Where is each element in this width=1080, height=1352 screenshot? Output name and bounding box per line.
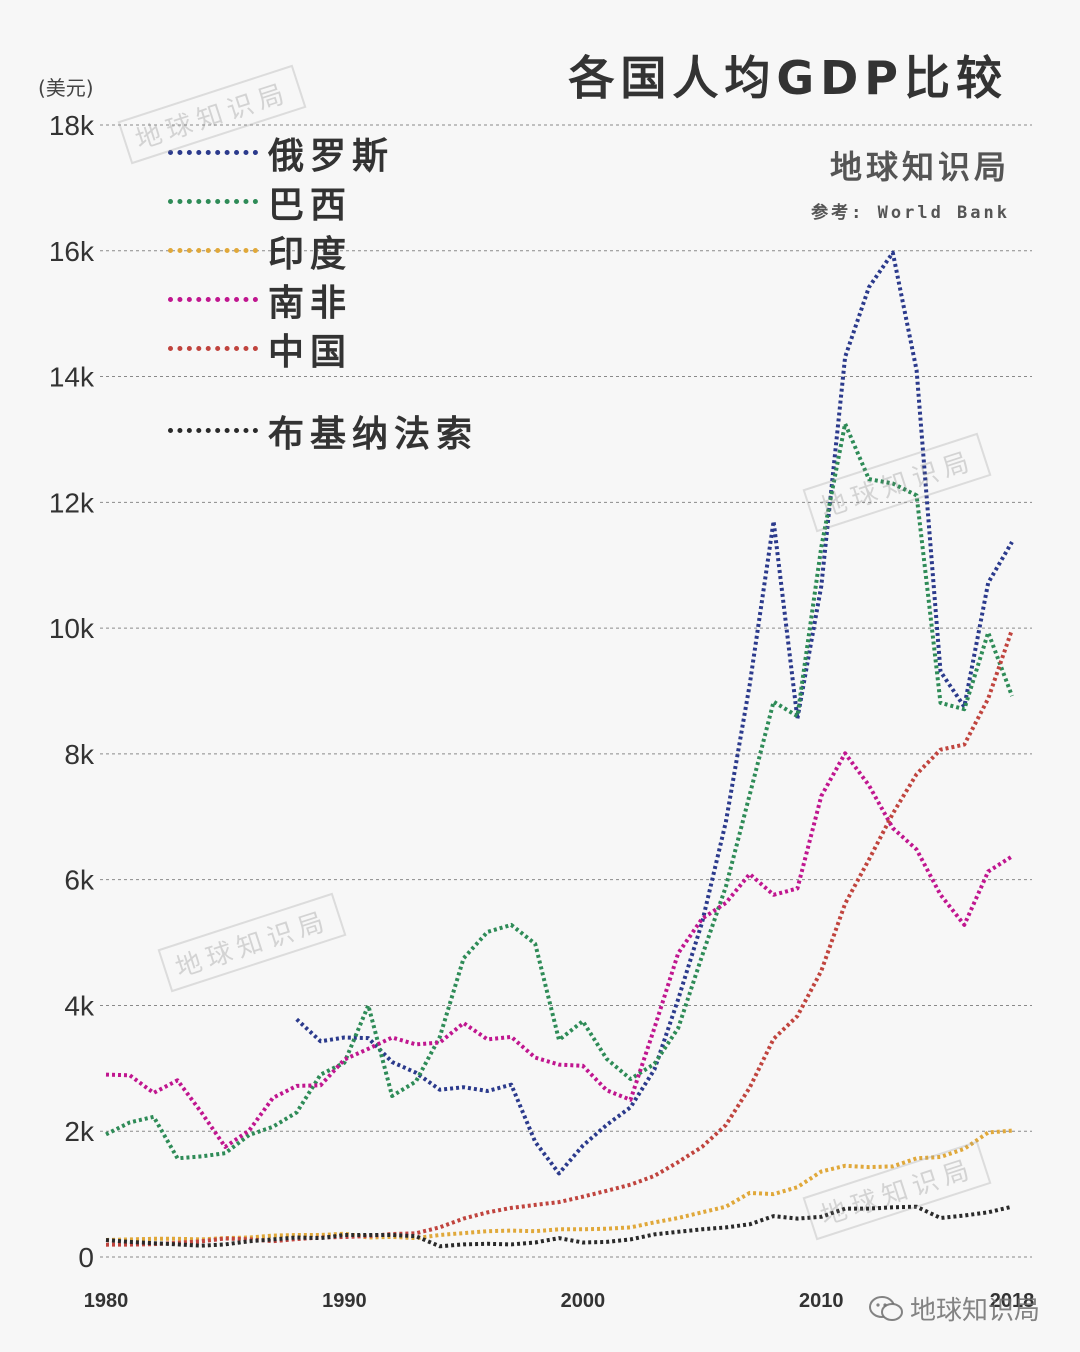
y-tick-label: 4k xyxy=(64,990,95,1021)
footer-brand: 地球知识局 xyxy=(868,1290,1040,1327)
x-tick-label: 2010 xyxy=(799,1290,844,1312)
chart-title: 各国人均GDP比较 xyxy=(568,51,1008,105)
x-tick-label: 2000 xyxy=(561,1290,606,1312)
legend-label: 印度 xyxy=(268,233,353,275)
legend-swatch xyxy=(168,428,258,433)
legend-item-russia: 俄罗斯 xyxy=(168,128,478,177)
brand-name: 地球知识局 xyxy=(829,148,1010,186)
y-tick-label: 18k xyxy=(49,110,95,141)
legend-item-brazil: 巴西 xyxy=(168,177,478,226)
x-tick-label: 1980 xyxy=(84,1290,129,1312)
y-tick-label: 2k xyxy=(64,1116,95,1147)
legend-swatch xyxy=(168,248,258,253)
legend-label: 俄罗斯 xyxy=(268,135,395,177)
wechat-icon xyxy=(868,1295,903,1321)
y-tick-label: 16k xyxy=(49,236,95,267)
footer-brand-label: 地球知识局 xyxy=(909,1296,1040,1326)
x-axis-ticks: 1980 1990 2000 2010 2018 xyxy=(84,1290,1035,1312)
y-tick-label: 12k xyxy=(49,487,95,518)
series-line xyxy=(295,250,1014,1176)
y-tick-label: 8k xyxy=(64,739,95,770)
legend: 俄罗斯 巴西 印度 南非 中国 布基纳法索 xyxy=(168,128,478,455)
legend-label: 布基纳法索 xyxy=(268,413,479,455)
legend-item-india: 印度 xyxy=(168,226,478,275)
legend-swatch xyxy=(168,150,258,155)
legend-item-south-africa: 南非 xyxy=(168,275,478,324)
legend-item-burkina-faso: 布基纳法索 xyxy=(168,406,478,455)
legend-swatch xyxy=(168,199,258,204)
x-tick-label: 1990 xyxy=(322,1290,367,1312)
legend-label: 中国 xyxy=(268,331,353,373)
series-line xyxy=(105,421,1014,1161)
legend-item-china: 中国 xyxy=(168,324,478,373)
y-tick-label: 6k xyxy=(64,865,95,896)
series-line xyxy=(105,1128,1013,1242)
y-tick-label: 14k xyxy=(49,362,95,393)
x-tick-label: 2018 xyxy=(990,1290,1035,1312)
legend-swatch xyxy=(168,346,258,351)
series-lines xyxy=(105,250,1014,1249)
legend-label: 南非 xyxy=(268,282,353,324)
series-line xyxy=(105,1204,1013,1249)
y-tick-label: 10k xyxy=(49,613,95,644)
y-axis-unit-label: (美元) xyxy=(38,76,94,100)
data-source: 参考: World Bank xyxy=(811,203,1010,223)
y-axis-ticks: 0 2k 4k 6k 8k 10k 12k 14k 16k 18k xyxy=(49,110,95,1273)
legend-swatch xyxy=(168,297,258,302)
y-tick-label: 0 xyxy=(78,1242,94,1273)
grid-lines xyxy=(100,124,1032,1258)
series-line xyxy=(105,751,1014,1149)
legend-label: 巴西 xyxy=(268,184,353,226)
